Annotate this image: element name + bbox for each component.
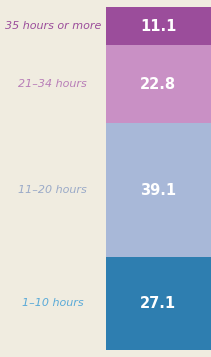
Text: 27.1: 27.1 <box>140 296 176 311</box>
Bar <box>106 45 211 123</box>
Bar <box>106 257 211 350</box>
Text: 1–10 hours: 1–10 hours <box>22 298 84 308</box>
Text: 21–34 hours: 21–34 hours <box>18 79 87 89</box>
Bar <box>106 7 211 45</box>
Text: 11.1: 11.1 <box>140 19 176 34</box>
Text: 11–20 hours: 11–20 hours <box>18 185 87 195</box>
Text: 39.1: 39.1 <box>140 183 176 198</box>
Text: 22.8: 22.8 <box>140 77 176 92</box>
Text: 35 hours or more: 35 hours or more <box>5 21 101 31</box>
Bar <box>106 123 211 257</box>
